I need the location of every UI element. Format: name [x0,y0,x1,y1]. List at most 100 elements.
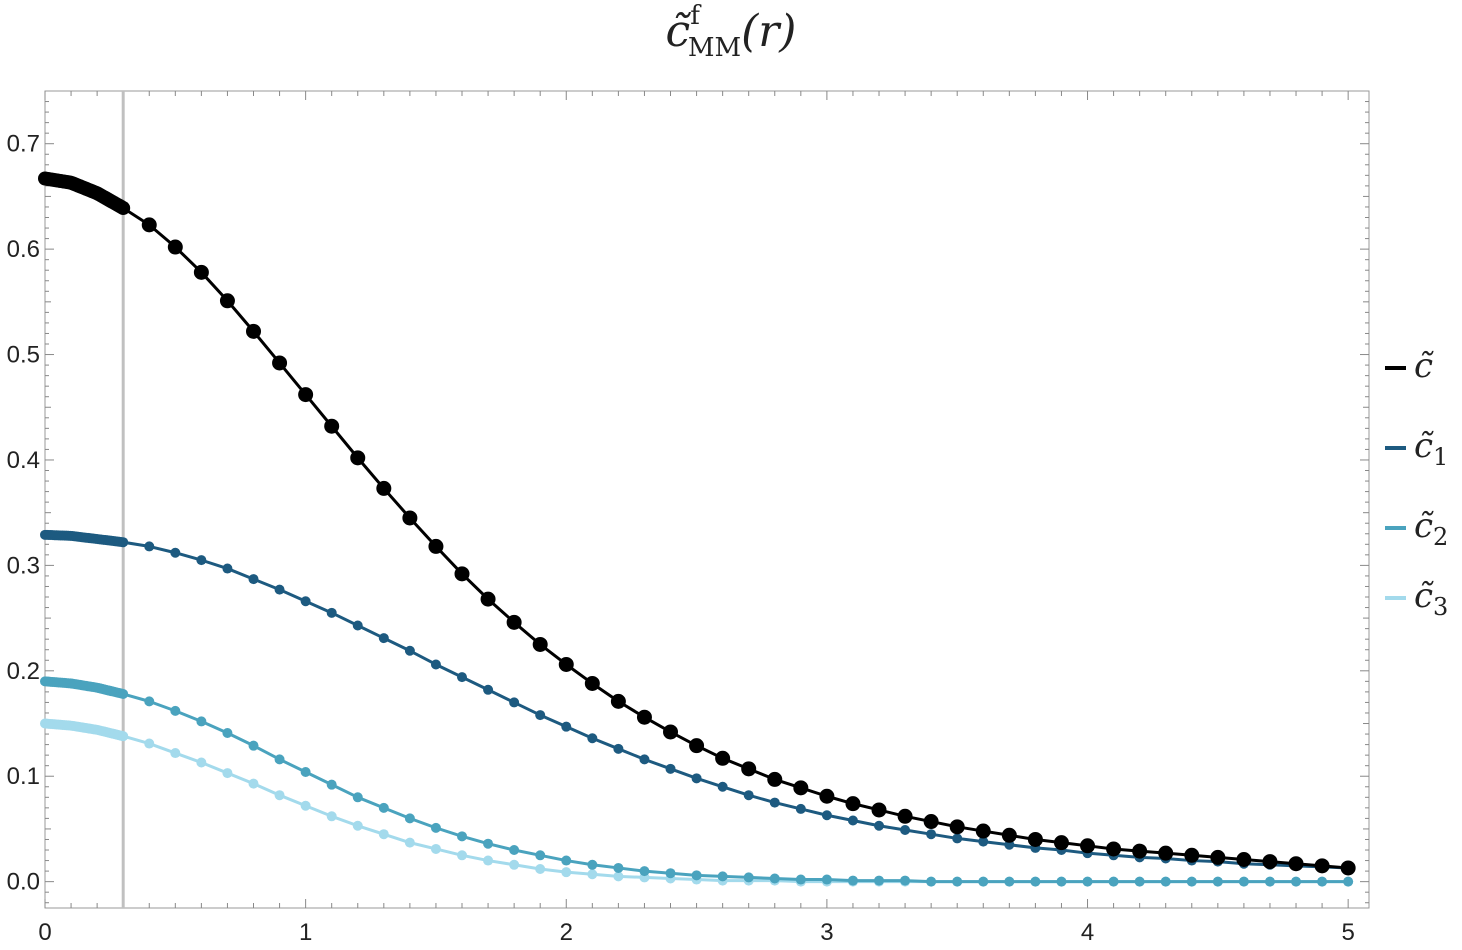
title-base: c̃ [665,6,691,57]
data-point [587,733,598,744]
data-point [926,876,937,887]
data-point [978,876,989,887]
legend-item-c3: c̃3 [1385,576,1448,621]
data-point [196,716,207,727]
y-tick-label: 0.2 [7,658,40,685]
series-c2 [40,676,1354,887]
data-point [1027,831,1043,847]
data-point [741,761,757,777]
data-point [457,831,468,842]
title-superscript: f [690,1,700,31]
data-point [769,797,780,808]
data-point [298,387,314,403]
data-point [558,656,574,672]
legend-label: c̃2 [1414,506,1448,551]
data-point [923,814,939,830]
data-point [506,614,522,630]
data-point [1030,876,1041,887]
data-point [222,728,233,739]
data-point [480,591,496,607]
data-point [847,815,858,826]
data-point [1160,876,1171,887]
data-point [584,675,600,691]
data-point [326,811,337,822]
data-point [767,771,783,787]
data-point [483,855,494,866]
data-point [141,217,157,233]
data-point [845,796,861,812]
data-point [483,684,494,695]
data-point [118,731,129,742]
data-point [144,738,155,749]
data-point [274,584,285,595]
data-point [1080,838,1096,854]
x-tick-label: 5 [1341,919,1354,946]
data-point [454,566,470,582]
data-point [1212,876,1223,887]
data-point [248,740,259,751]
data-point [509,859,520,870]
data-point [819,788,835,804]
data-point [847,875,858,886]
data-point [324,418,340,434]
data-point [1106,841,1122,857]
x-tick-label: 0 [38,919,51,946]
data-point [274,754,285,765]
y-tick-label: 0.4 [7,447,40,474]
data-point [952,833,963,844]
data-point [689,738,705,754]
x-tick-label: 4 [1081,919,1094,946]
data-point [900,824,911,835]
y-tick-label: 0.0 [7,869,40,896]
data-point [561,855,572,866]
data-point [1236,852,1252,868]
data-point [610,693,626,709]
data-point [144,696,155,707]
legend-subscript: 3 [1433,593,1448,621]
data-point [248,574,259,585]
data-point [170,547,181,558]
data-point [430,822,441,833]
data-point [535,863,546,874]
data-point [587,869,598,880]
data-point [949,819,965,835]
legend-label: c̃3 [1414,576,1448,621]
data-point [118,688,129,699]
data-point [428,538,444,554]
data-point [561,721,572,732]
data-point [352,792,363,803]
data-point [300,767,311,778]
chart-title: c̃fMM(r) [0,1,1462,63]
data-point [1340,860,1356,876]
legend-label: c̃1 [1414,426,1448,471]
data-point [535,710,546,721]
data-point [116,201,131,216]
x-tick-label: 2 [560,919,573,946]
data-point [272,355,288,371]
data-point [1132,843,1148,859]
data-point [170,748,181,759]
data-point [457,672,468,683]
data-point [402,510,418,526]
y-tick-label: 0.7 [7,131,40,158]
data-point [639,866,650,877]
data-point [457,850,468,861]
y-tick-label: 0.1 [7,763,40,790]
data-point [691,773,702,784]
data-point [1343,876,1354,887]
data-point [483,838,494,849]
data-point [821,810,832,821]
data-point [821,874,832,885]
data-point [144,541,155,552]
data-point [952,876,963,887]
data-point [639,754,650,765]
data-point [795,803,806,814]
data-point [350,450,366,466]
series-line [44,177,1349,870]
data-point [167,239,183,255]
data-point [717,781,728,792]
data-point [900,875,911,886]
data-point [769,873,780,884]
data-point [1288,856,1304,872]
